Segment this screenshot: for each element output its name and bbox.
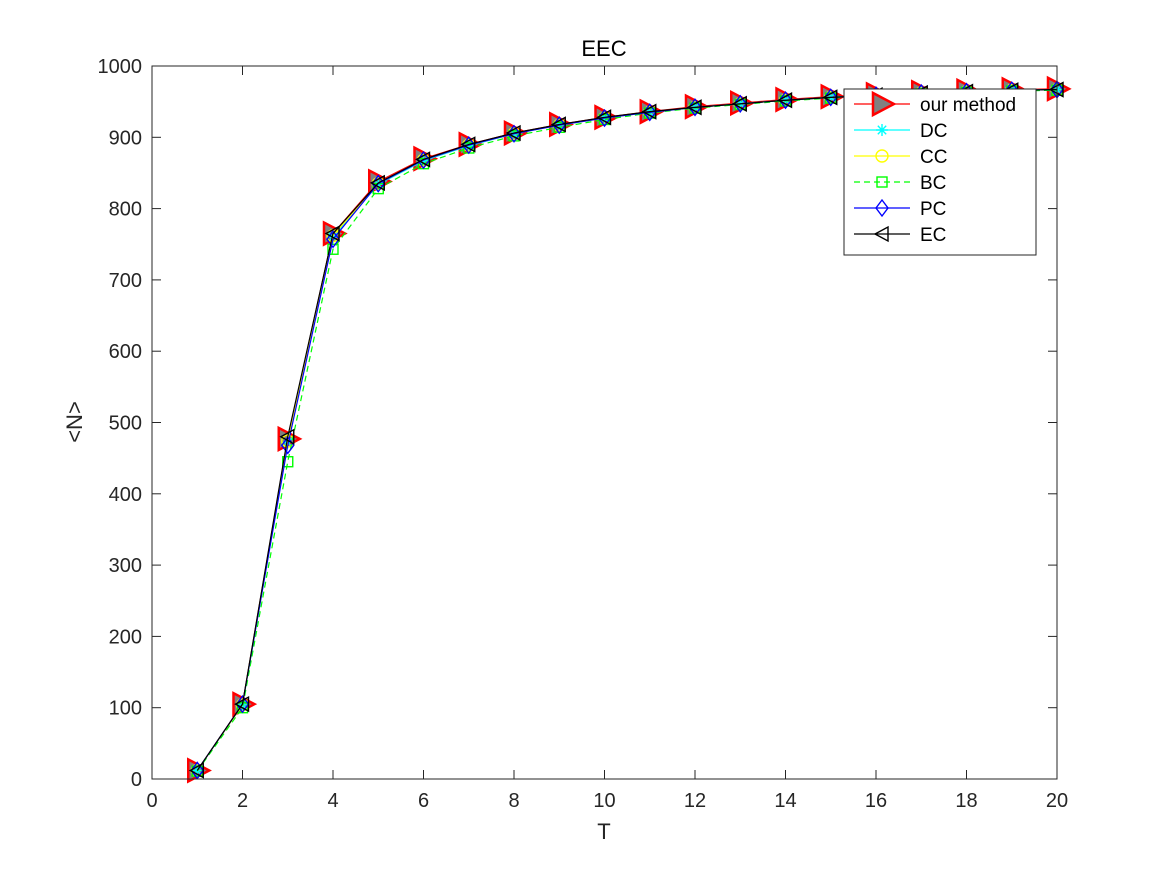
legend-marker: [875, 198, 889, 218]
data-point: [326, 230, 340, 249]
data-point: [778, 91, 793, 110]
x-tick-label: 10: [593, 790, 615, 812]
legend-item: DC: [854, 121, 947, 142]
y-tick-label: 300: [109, 555, 142, 577]
legend-marker: [871, 90, 897, 118]
chart-title: EEC: [581, 36, 626, 61]
legend-item: BC: [854, 173, 946, 194]
data-point: [369, 174, 385, 192]
y-tick-label: 600: [109, 341, 142, 363]
legend-label: CC: [920, 147, 947, 168]
data-point: [731, 95, 747, 112]
x-tick-label: 6: [418, 790, 429, 812]
data-point: [235, 694, 250, 714]
series-line: [196, 89, 1058, 772]
y-tick-label: 800: [109, 199, 142, 221]
legend-marker: [876, 124, 888, 136]
y-tick-label: 400: [109, 484, 142, 506]
legend-item: our method: [854, 90, 1016, 118]
x-tick-label: 8: [508, 790, 519, 812]
x-axis-title: T: [597, 819, 610, 844]
data-point: [822, 89, 838, 106]
data-point: [641, 103, 657, 120]
legend-label: BC: [920, 173, 946, 194]
y-tick-label: 0: [131, 769, 142, 791]
x-tick-label: 18: [955, 790, 977, 812]
data-point: [234, 695, 250, 713]
y-axis-title: <N>: [62, 401, 87, 443]
data-point: [327, 243, 339, 255]
x-tick-label: 16: [865, 790, 887, 812]
y-tick-label: 900: [109, 127, 142, 149]
axes-layer: 0 2 4 6 8 10 12 14 16 18 2001002003004005006007008…: [98, 56, 1069, 812]
data-point: [777, 92, 793, 109]
legend-label: EC: [920, 225, 946, 246]
data-point: [688, 98, 702, 117]
data-point: [415, 151, 431, 168]
y-tick-label: 500: [109, 413, 142, 435]
legend-item: EC: [854, 225, 946, 246]
legend-marker: [873, 225, 889, 243]
y-tick-label: 200: [109, 626, 142, 648]
data-point: [190, 761, 205, 780]
data-point: [462, 139, 475, 152]
legend-label: DC: [920, 121, 947, 142]
legend-box: [843, 88, 1037, 256]
data-point: [686, 99, 702, 116]
legend-label: PC: [920, 199, 946, 220]
data-point: [596, 109, 612, 126]
y-tick-label: 100: [109, 698, 142, 720]
y-tick-label: 1000: [98, 56, 143, 78]
data-point: [282, 456, 294, 468]
legend-label: our method: [920, 95, 1016, 116]
x-tick-label: 20: [1046, 790, 1068, 812]
data-point: [279, 428, 295, 445]
x-tick-label: 4: [327, 790, 338, 812]
x-tick-label: 12: [684, 790, 706, 812]
x-tick-label: 2: [237, 790, 248, 812]
data-point: [188, 762, 204, 779]
data-point: [324, 225, 340, 242]
legend: our method DC CC BC PC EC: [843, 88, 1037, 256]
data-point: [505, 124, 521, 142]
x-tick-label: 0: [146, 790, 157, 812]
data-point: [823, 88, 838, 107]
x-tick-label: 14: [774, 790, 796, 812]
legend-marker: [876, 176, 888, 188]
y-tick-label: 700: [109, 270, 142, 292]
data-point: [550, 116, 566, 133]
data-point: [460, 136, 476, 153]
legend-marker: [875, 149, 889, 163]
data-point: [733, 94, 748, 113]
legend-item: CC: [854, 147, 947, 168]
legend-item: PC: [854, 198, 946, 220]
data-point: [417, 154, 430, 167]
